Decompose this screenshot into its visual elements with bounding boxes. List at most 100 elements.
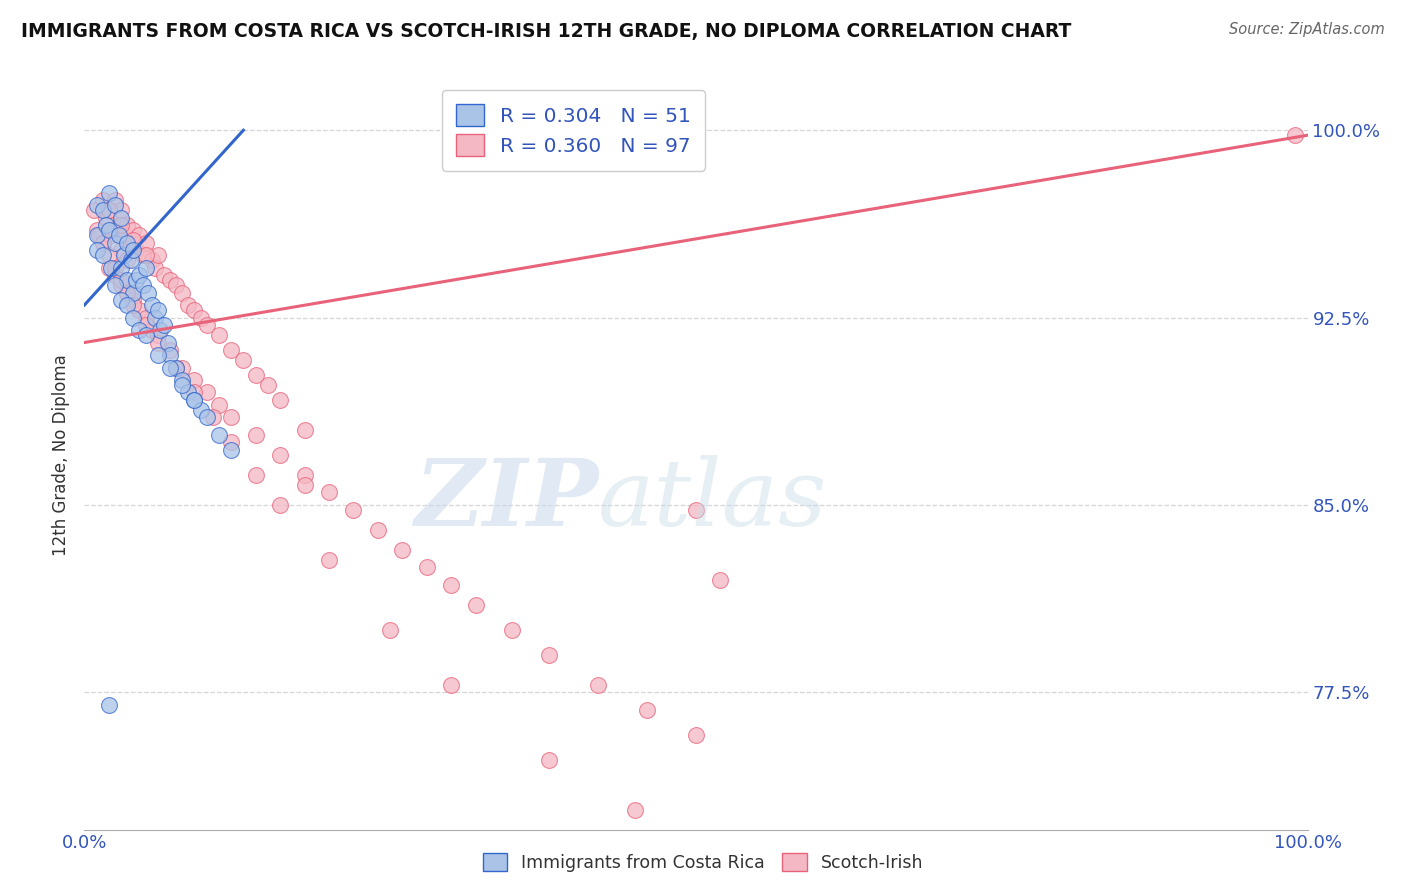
Point: [122, 233, 145, 247]
Point: [156, 335, 179, 350]
Point: [91, 235, 114, 250]
Point: [153, 268, 176, 282]
Point: [115, 253, 138, 268]
Point: [190, 310, 212, 325]
Point: [97, 698, 120, 712]
Point: [195, 385, 218, 400]
Point: [135, 310, 157, 325]
Point: [132, 278, 155, 293]
Point: [685, 728, 707, 742]
Point: [122, 223, 145, 237]
Point: [380, 623, 402, 637]
Point: [245, 368, 267, 382]
Point: [97, 248, 120, 262]
Point: [115, 285, 138, 300]
Point: [146, 328, 169, 343]
Point: [128, 228, 150, 243]
Text: atlas: atlas: [598, 455, 828, 545]
Point: [172, 378, 194, 392]
Point: [91, 193, 114, 207]
Point: [172, 360, 194, 375]
Point: [146, 303, 169, 318]
Point: [709, 573, 731, 587]
Point: [153, 318, 176, 332]
Point: [159, 273, 181, 287]
Point: [86, 223, 108, 237]
Point: [165, 360, 187, 375]
Point: [97, 186, 120, 200]
Point: [367, 523, 389, 537]
Point: [391, 542, 413, 557]
Point: [440, 578, 463, 592]
Point: [141, 298, 163, 312]
Point: [115, 285, 138, 300]
Point: [91, 203, 114, 218]
Point: [502, 623, 524, 637]
Point: [143, 310, 166, 325]
Point: [104, 235, 127, 250]
Point: [201, 410, 224, 425]
Point: [104, 268, 127, 282]
Point: [122, 243, 145, 257]
Point: [115, 218, 138, 232]
Point: [128, 303, 150, 318]
Point: [245, 428, 267, 442]
Point: [636, 703, 658, 717]
Legend: R = 0.304   N = 51, R = 0.360   N = 97: R = 0.304 N = 51, R = 0.360 N = 97: [441, 90, 706, 170]
Point: [120, 253, 142, 268]
Point: [110, 278, 132, 293]
Point: [107, 228, 129, 243]
Point: [245, 467, 267, 482]
Point: [208, 428, 231, 442]
Point: [115, 273, 138, 287]
Point: [165, 278, 187, 293]
Point: [318, 485, 340, 500]
Point: [183, 385, 205, 400]
Point: [183, 303, 205, 318]
Text: Source: ZipAtlas.com: Source: ZipAtlas.com: [1229, 22, 1385, 37]
Point: [416, 560, 439, 574]
Point: [128, 323, 150, 337]
Point: [110, 260, 132, 275]
Point: [86, 198, 108, 212]
Point: [91, 235, 114, 250]
Point: [183, 373, 205, 387]
Y-axis label: 12th Grade, No Diploma: 12th Grade, No Diploma: [52, 354, 70, 556]
Point: [183, 392, 205, 407]
Point: [135, 328, 157, 343]
Point: [110, 203, 132, 218]
Point: [91, 248, 114, 262]
Point: [294, 423, 316, 437]
Point: [97, 203, 120, 218]
Point: [146, 335, 169, 350]
Point: [269, 392, 291, 407]
Point: [122, 310, 145, 325]
Point: [624, 803, 647, 817]
Point: [146, 248, 169, 262]
Point: [208, 328, 231, 343]
Point: [86, 243, 108, 257]
Point: [122, 298, 145, 312]
Point: [440, 678, 463, 692]
Text: IMMIGRANTS FROM COSTA RICA VS SCOTCH-IRISH 12TH GRADE, NO DIPLOMA CORRELATION CH: IMMIGRANTS FROM COSTA RICA VS SCOTCH-IRI…: [21, 22, 1071, 41]
Point: [269, 448, 291, 462]
Point: [104, 223, 127, 237]
Point: [159, 343, 181, 357]
Point: [685, 503, 707, 517]
Point: [342, 503, 364, 517]
Point: [97, 203, 120, 218]
Point: [110, 211, 132, 225]
Point: [195, 318, 218, 332]
Point: [120, 235, 142, 250]
Point: [294, 467, 316, 482]
Point: [122, 285, 145, 300]
Point: [104, 260, 127, 275]
Point: [104, 278, 127, 293]
Point: [159, 348, 181, 362]
Point: [100, 260, 122, 275]
Point: [149, 323, 172, 337]
Point: [135, 248, 157, 262]
Point: [143, 260, 166, 275]
Point: [135, 235, 157, 250]
Point: [96, 218, 118, 232]
